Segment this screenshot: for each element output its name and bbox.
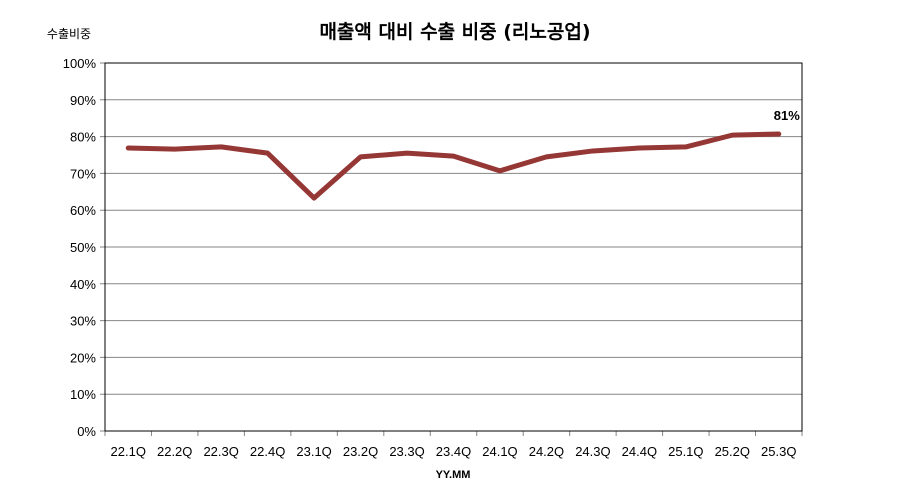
- x-tick-label: 24.2Q: [529, 444, 564, 459]
- y-axis-ticks: 0% 10% 20% 30% 40% 50% 60% 70% 80% 90% 100%: [63, 56, 97, 439]
- x-tick-label: 24.1Q: [482, 444, 517, 459]
- y-tick-label: 50%: [70, 240, 96, 255]
- x-tick-label: 25.1Q: [668, 444, 703, 459]
- x-tick-label: 22.4Q: [250, 444, 285, 459]
- y-tick-label: 30%: [70, 314, 96, 329]
- plot-area-border: [104, 62, 803, 432]
- y-tick-label: 0%: [77, 424, 96, 439]
- x-axis-label: YY.MM: [436, 469, 471, 481]
- y-axis-label: 수출비중: [47, 27, 91, 41]
- y-tick-label: 90%: [70, 93, 96, 108]
- x-tick-label: 22.3Q: [203, 444, 238, 459]
- x-tick-label: 25.2Q: [715, 444, 750, 459]
- y-tick-label: 100%: [63, 56, 97, 71]
- x-tick-label: 23.4Q: [436, 444, 471, 459]
- data-label: 81%: [774, 108, 800, 123]
- y-tick-label: 80%: [70, 130, 96, 145]
- x-tick-label: 24.4Q: [622, 444, 657, 459]
- x-tick-label: 22.2Q: [157, 444, 192, 459]
- series-line: [125, 131, 782, 201]
- y-tick-label: 70%: [70, 166, 96, 181]
- x-tick-label: 24.3Q: [575, 444, 610, 459]
- gridlines: [100, 62, 802, 432]
- x-axis-ticks: 22.1Q 22.2Q 22.3Q 22.4Q 23.1Q 23.2Q 23.3Q 23.4Q…: [104, 431, 803, 459]
- y-tick-label: 20%: [70, 350, 96, 365]
- x-tick-label: 25.3Q: [761, 444, 796, 459]
- x-tick-label: 23.2Q: [343, 444, 378, 459]
- x-tick-label: 22.1Q: [111, 444, 146, 459]
- chart-title: 매출액 대비 수출 비중 (리노공업): [319, 21, 590, 43]
- y-tick-label: 40%: [70, 277, 96, 292]
- x-tick-label: 23.3Q: [389, 444, 424, 459]
- y-tick-label: 60%: [70, 203, 96, 218]
- y-tick-label: 10%: [70, 387, 96, 402]
- x-tick-label: 23.1Q: [296, 444, 331, 459]
